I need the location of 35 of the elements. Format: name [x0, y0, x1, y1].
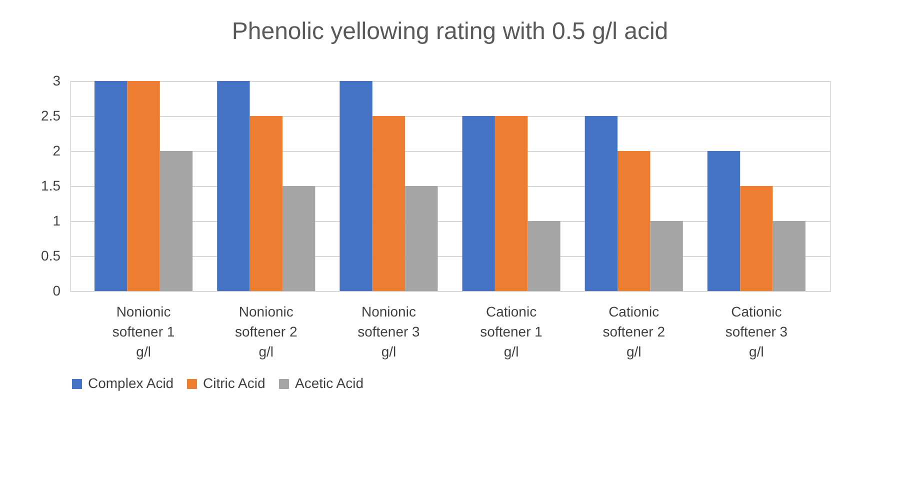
bar — [462, 116, 495, 291]
bar — [618, 151, 650, 291]
bar — [127, 81, 160, 291]
bar — [740, 186, 773, 291]
bar — [94, 81, 128, 291]
y-tick-label: 3 — [52, 72, 61, 88]
bar — [650, 221, 683, 291]
bar — [772, 221, 806, 291]
y-tick-label: 0 — [52, 282, 61, 298]
bar — [494, 116, 528, 291]
bar — [250, 116, 282, 291]
legend-label: Complex Acid — [88, 375, 174, 391]
bar — [707, 151, 740, 291]
bar — [405, 186, 438, 291]
y-tick-label: 1 — [52, 212, 61, 228]
legend-label: Acetic Acid — [295, 375, 364, 391]
x-tick-label: Nonionic softener 2 g/l — [234, 304, 298, 360]
x-tick-label: Cationic softener 2 g/l — [602, 304, 666, 360]
bar — [528, 221, 560, 291]
bar — [282, 186, 316, 291]
x-tick-label: Cationic softener 1 g/l — [480, 304, 543, 360]
x-tick-label: Nonionic softener 3 g/l — [358, 304, 420, 360]
legend-label: Citric Acid — [203, 375, 266, 391]
x-tick-label: Cationic softener 3 g/l — [725, 304, 788, 360]
x-tick-label: Nonionic softener 1 g/l — [112, 304, 175, 360]
y-tick-label: 2 — [52, 142, 61, 158]
bar — [372, 116, 406, 291]
y-tick-label: 1.5 — [41, 178, 61, 194]
y-tick-label: 2.5 — [41, 108, 61, 124]
bar — [340, 81, 372, 291]
y-tick-label: 0.5 — [41, 248, 61, 264]
chart-title: Phenolic yellowing rating with 0.5 g/l acid — [232, 18, 668, 45]
bar — [160, 151, 193, 291]
bar — [584, 116, 618, 291]
bar — [217, 81, 250, 291]
